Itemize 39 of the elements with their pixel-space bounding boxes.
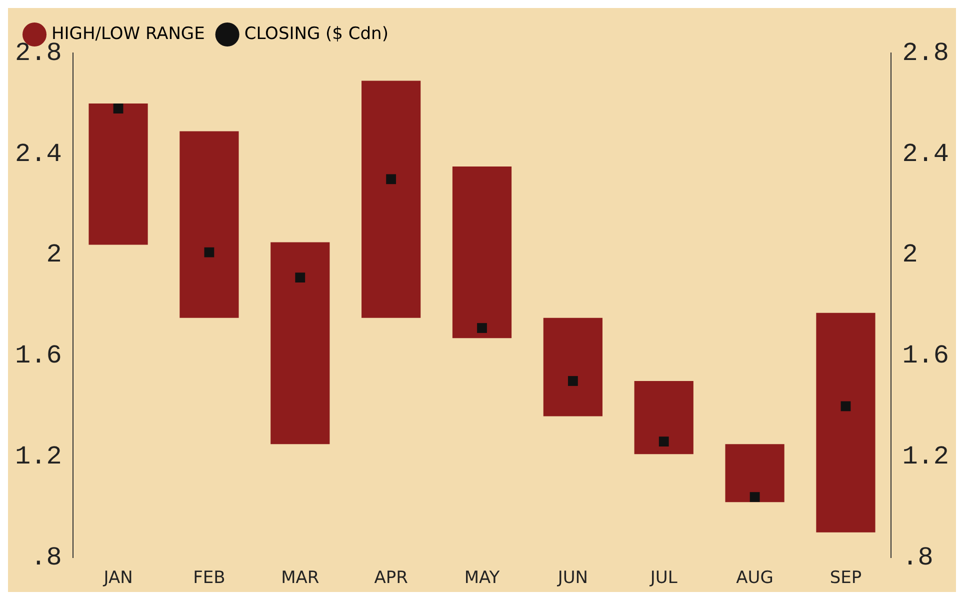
x-tick-label: MAR: [281, 568, 320, 588]
point: [750, 492, 760, 502]
bar: [270, 242, 330, 444]
y-tick-label: .8: [30, 542, 62, 572]
point: [204, 247, 214, 258]
y2-tick-label: 2.8: [902, 38, 950, 68]
y-tick-label: 1.6: [14, 340, 62, 371]
x-tick-label: APR: [374, 568, 408, 588]
y2-tick-label: .8: [902, 542, 934, 572]
y2-tick-label: 2: [902, 240, 918, 270]
bar: [634, 380, 694, 454]
y2-tick-label: 1.2: [902, 442, 950, 472]
point: [477, 323, 487, 333]
y-tick-label: 2: [46, 240, 62, 270]
x-tick-label: JUN: [556, 568, 588, 588]
bar: [362, 80, 421, 318]
point: [295, 272, 306, 282]
y-tick-label: 2.4: [14, 138, 62, 169]
point: [568, 376, 578, 386]
bar: [725, 444, 784, 502]
y2-tick-label: 2.4: [902, 138, 950, 169]
y2-tick-label: 1.6: [902, 340, 950, 371]
bar: [543, 318, 602, 416]
point: [386, 174, 396, 184]
x-tick-label: SEP: [830, 568, 862, 588]
bar: [452, 166, 512, 338]
legend-label: CLOSING ($ Cdn): [244, 24, 388, 44]
y-tick-label: 1.2: [14, 442, 62, 472]
x-tick-label: MAY: [464, 568, 500, 588]
bar: [88, 103, 148, 245]
x-tick-label: AUG: [736, 568, 774, 588]
x-tick-label: JAN: [102, 568, 133, 588]
point: [840, 401, 851, 412]
bar: [816, 312, 876, 532]
x-tick-label: JUL: [649, 568, 678, 588]
point: [113, 104, 124, 114]
point: [658, 436, 669, 446]
x-tick-label: FEB: [193, 568, 226, 588]
bar: [180, 131, 239, 318]
